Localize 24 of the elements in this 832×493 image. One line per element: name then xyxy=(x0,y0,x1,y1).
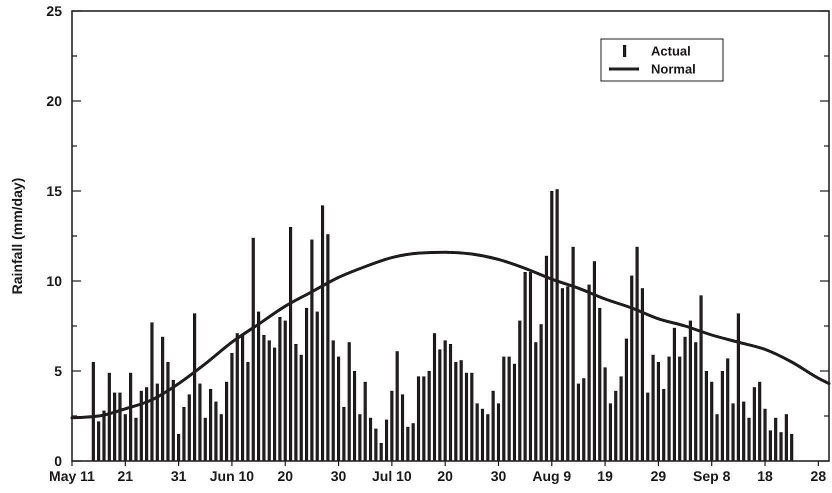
y-tick-label: 25 xyxy=(46,2,62,19)
x-tick-label: 28 xyxy=(810,468,826,484)
x-tick-label: 30 xyxy=(330,468,347,484)
x-tick-label: Jun 10 xyxy=(210,468,254,484)
x-tick-label: 21 xyxy=(118,468,134,484)
legend-label: Actual xyxy=(651,44,691,59)
x-tick-label: May 11 xyxy=(49,468,96,484)
x-tick-label: 20 xyxy=(277,468,294,484)
y-tick-label: 0 xyxy=(54,452,62,469)
x-tick-label: Jul 10 xyxy=(372,468,412,484)
x-tick-label: 31 xyxy=(170,468,187,484)
x-tick-label: 30 xyxy=(490,468,506,484)
y-axis-title: Rainfall (mm/day) xyxy=(9,178,25,294)
x-tick-label: 20 xyxy=(437,468,454,484)
x-tick-label: 29 xyxy=(650,468,666,484)
y-tick-label: 15 xyxy=(46,182,62,199)
legend-label: Normal xyxy=(651,62,696,77)
x-tick-label: Aug 9 xyxy=(532,468,572,484)
x-tick-label: Sep 8 xyxy=(693,468,731,484)
y-tick-label: 10 xyxy=(46,272,62,289)
y-tick-label: 5 xyxy=(54,362,62,379)
x-tick-label: 18 xyxy=(757,468,774,484)
y-tick-label: 20 xyxy=(46,92,62,109)
x-tick-label: 19 xyxy=(597,468,614,484)
